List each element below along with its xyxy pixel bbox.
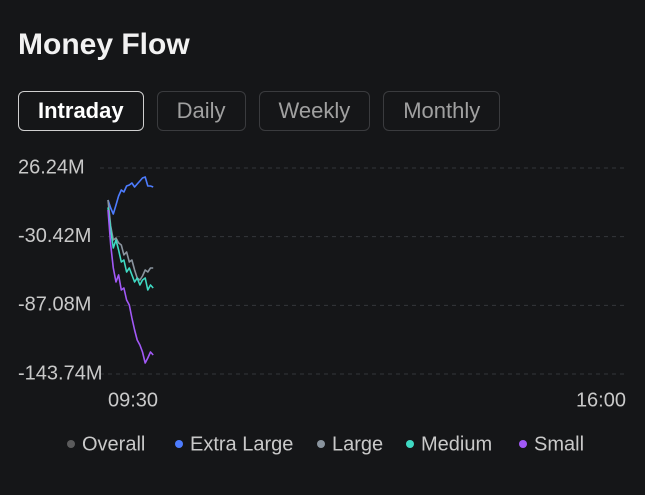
legend-dot[interactable] (175, 440, 183, 448)
tab[interactable]: Weekly (258, 91, 371, 131)
x-tick-label: 09:30 (108, 389, 158, 411)
legend-dot[interactable] (67, 440, 75, 448)
legend-dot[interactable] (406, 440, 414, 448)
y-tick-label: -143.74M (18, 362, 103, 384)
series-line (107, 207, 154, 291)
y-tick-label: -30.42M (18, 225, 91, 247)
y-tick-label: -87.08M (18, 294, 91, 316)
legend-label[interactable]: Medium (421, 433, 492, 455)
x-tick-label: 16:00 (576, 389, 626, 411)
legend-label[interactable]: Overall (82, 433, 145, 455)
tab[interactable]: Daily (156, 91, 246, 131)
legend-dot[interactable] (519, 440, 527, 448)
series-line (107, 209, 154, 364)
tab[interactable]: Intraday (18, 91, 144, 131)
legend-label[interactable]: Small (534, 433, 584, 455)
legend-label[interactable]: Extra Large (190, 433, 293, 455)
tab-bar: Intraday Daily Weekly Monthly (18, 91, 501, 131)
series-line (107, 176, 154, 215)
tab[interactable]: Monthly (383, 91, 501, 131)
y-tick-label: 26.24M (18, 156, 85, 178)
legend-dot[interactable] (317, 440, 325, 448)
series-line (107, 199, 154, 281)
legend-label[interactable]: Large (332, 433, 383, 455)
title: Money Flow (18, 28, 190, 61)
